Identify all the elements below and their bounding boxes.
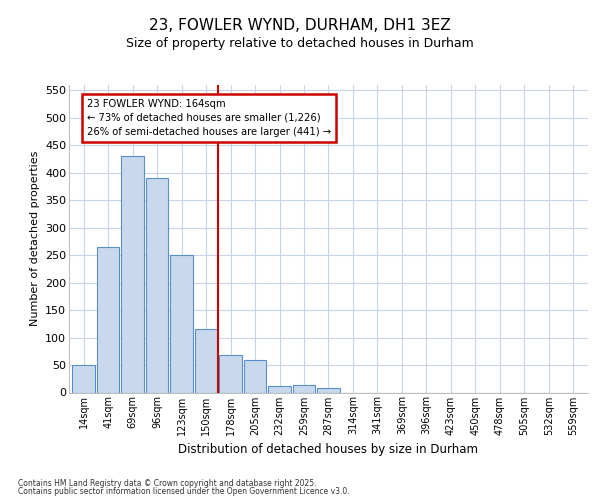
- Y-axis label: Number of detached properties: Number of detached properties: [29, 151, 40, 326]
- Bar: [146, 178, 169, 392]
- Bar: [97, 247, 119, 392]
- Bar: [244, 360, 266, 392]
- Text: 23, FOWLER WYND, DURHAM, DH1 3EZ: 23, FOWLER WYND, DURHAM, DH1 3EZ: [149, 18, 451, 32]
- Bar: [317, 388, 340, 392]
- Bar: [195, 330, 217, 392]
- Bar: [220, 355, 242, 393]
- Bar: [121, 156, 144, 392]
- Text: Contains HM Land Registry data © Crown copyright and database right 2025.: Contains HM Land Registry data © Crown c…: [18, 478, 317, 488]
- Text: Size of property relative to detached houses in Durham: Size of property relative to detached ho…: [126, 38, 474, 51]
- Bar: [293, 385, 315, 392]
- Bar: [73, 365, 95, 392]
- Text: Contains public sector information licensed under the Open Government Licence v3: Contains public sector information licen…: [18, 487, 350, 496]
- Bar: [268, 386, 291, 392]
- Text: 23 FOWLER WYND: 164sqm
← 73% of detached houses are smaller (1,226)
26% of semi-: 23 FOWLER WYND: 164sqm ← 73% of detached…: [88, 98, 331, 136]
- Bar: [170, 255, 193, 392]
- X-axis label: Distribution of detached houses by size in Durham: Distribution of detached houses by size …: [179, 443, 479, 456]
